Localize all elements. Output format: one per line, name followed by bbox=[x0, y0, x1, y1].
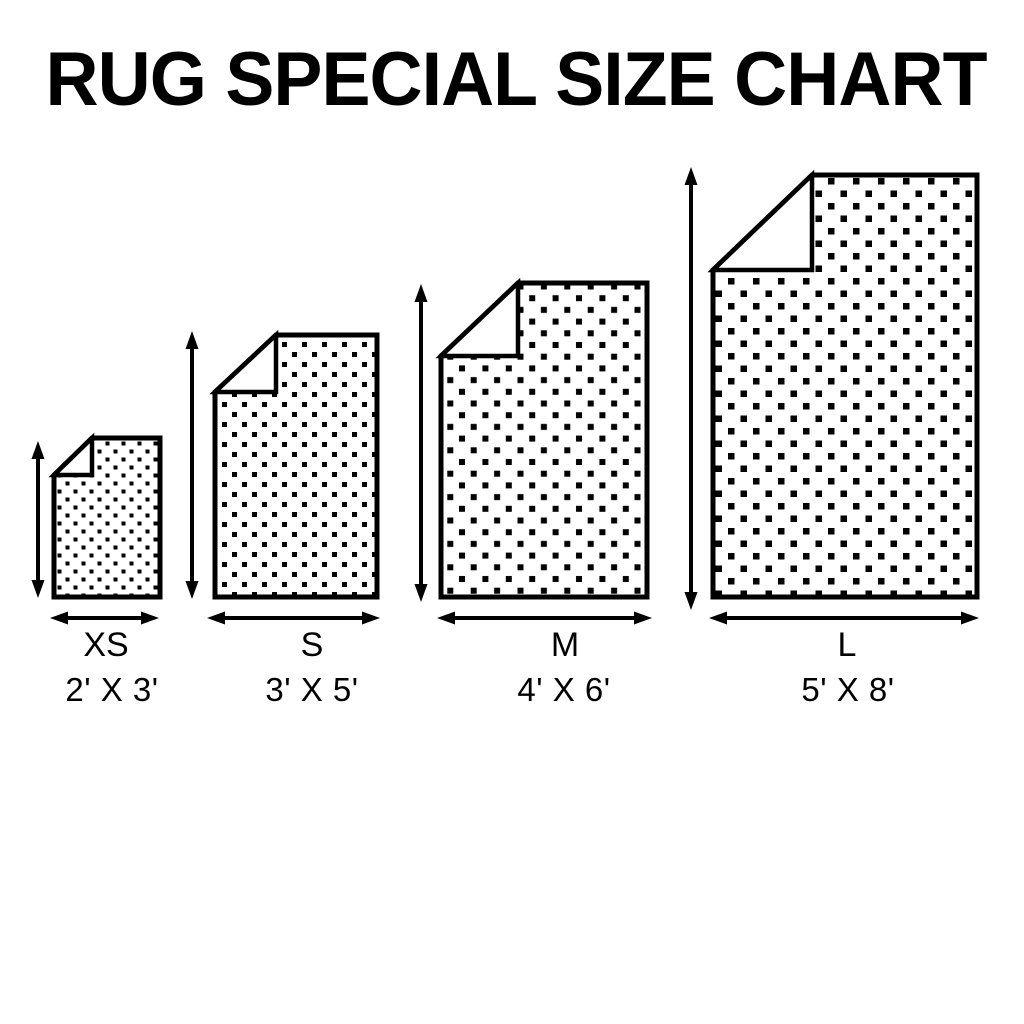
height-double-arrow-icon bbox=[414, 284, 428, 602]
dimension-label-s: 3' X 5' bbox=[265, 671, 358, 708]
size-label-l: L bbox=[838, 626, 857, 664]
width-double-arrow-icon bbox=[207, 611, 380, 625]
page-title: RUG SPECIAL SIZE CHART bbox=[46, 37, 988, 122]
rug-m: M 4' X 6' bbox=[414, 277, 652, 708]
width-double-arrow-icon bbox=[437, 611, 652, 625]
size-label-xs: XS bbox=[83, 626, 128, 664]
size-label-s: S bbox=[301, 626, 324, 664]
folded-corner-xs bbox=[48, 432, 95, 478]
folded-corner-l bbox=[707, 169, 815, 273]
dimension-label-m: 4' X 6' bbox=[517, 671, 610, 708]
width-double-arrow-icon bbox=[709, 611, 979, 625]
height-double-arrow-icon bbox=[684, 167, 698, 610]
dimension-label-l: 5' X 8' bbox=[801, 671, 894, 708]
folded-corner-s bbox=[209, 329, 279, 395]
height-double-arrow-icon bbox=[185, 331, 199, 599]
folded-corner-m bbox=[435, 277, 521, 359]
size-label-m: M bbox=[551, 626, 579, 664]
dimension-label-xs: 2' X 3' bbox=[65, 671, 158, 708]
rug-s: S 3' X 5' bbox=[185, 329, 380, 708]
height-double-arrow-icon bbox=[31, 441, 45, 598]
width-double-arrow-icon bbox=[50, 611, 159, 625]
rug-l: L 5' X 8' bbox=[684, 167, 980, 708]
rug-xs: XS 2' X 3' bbox=[31, 432, 163, 708]
